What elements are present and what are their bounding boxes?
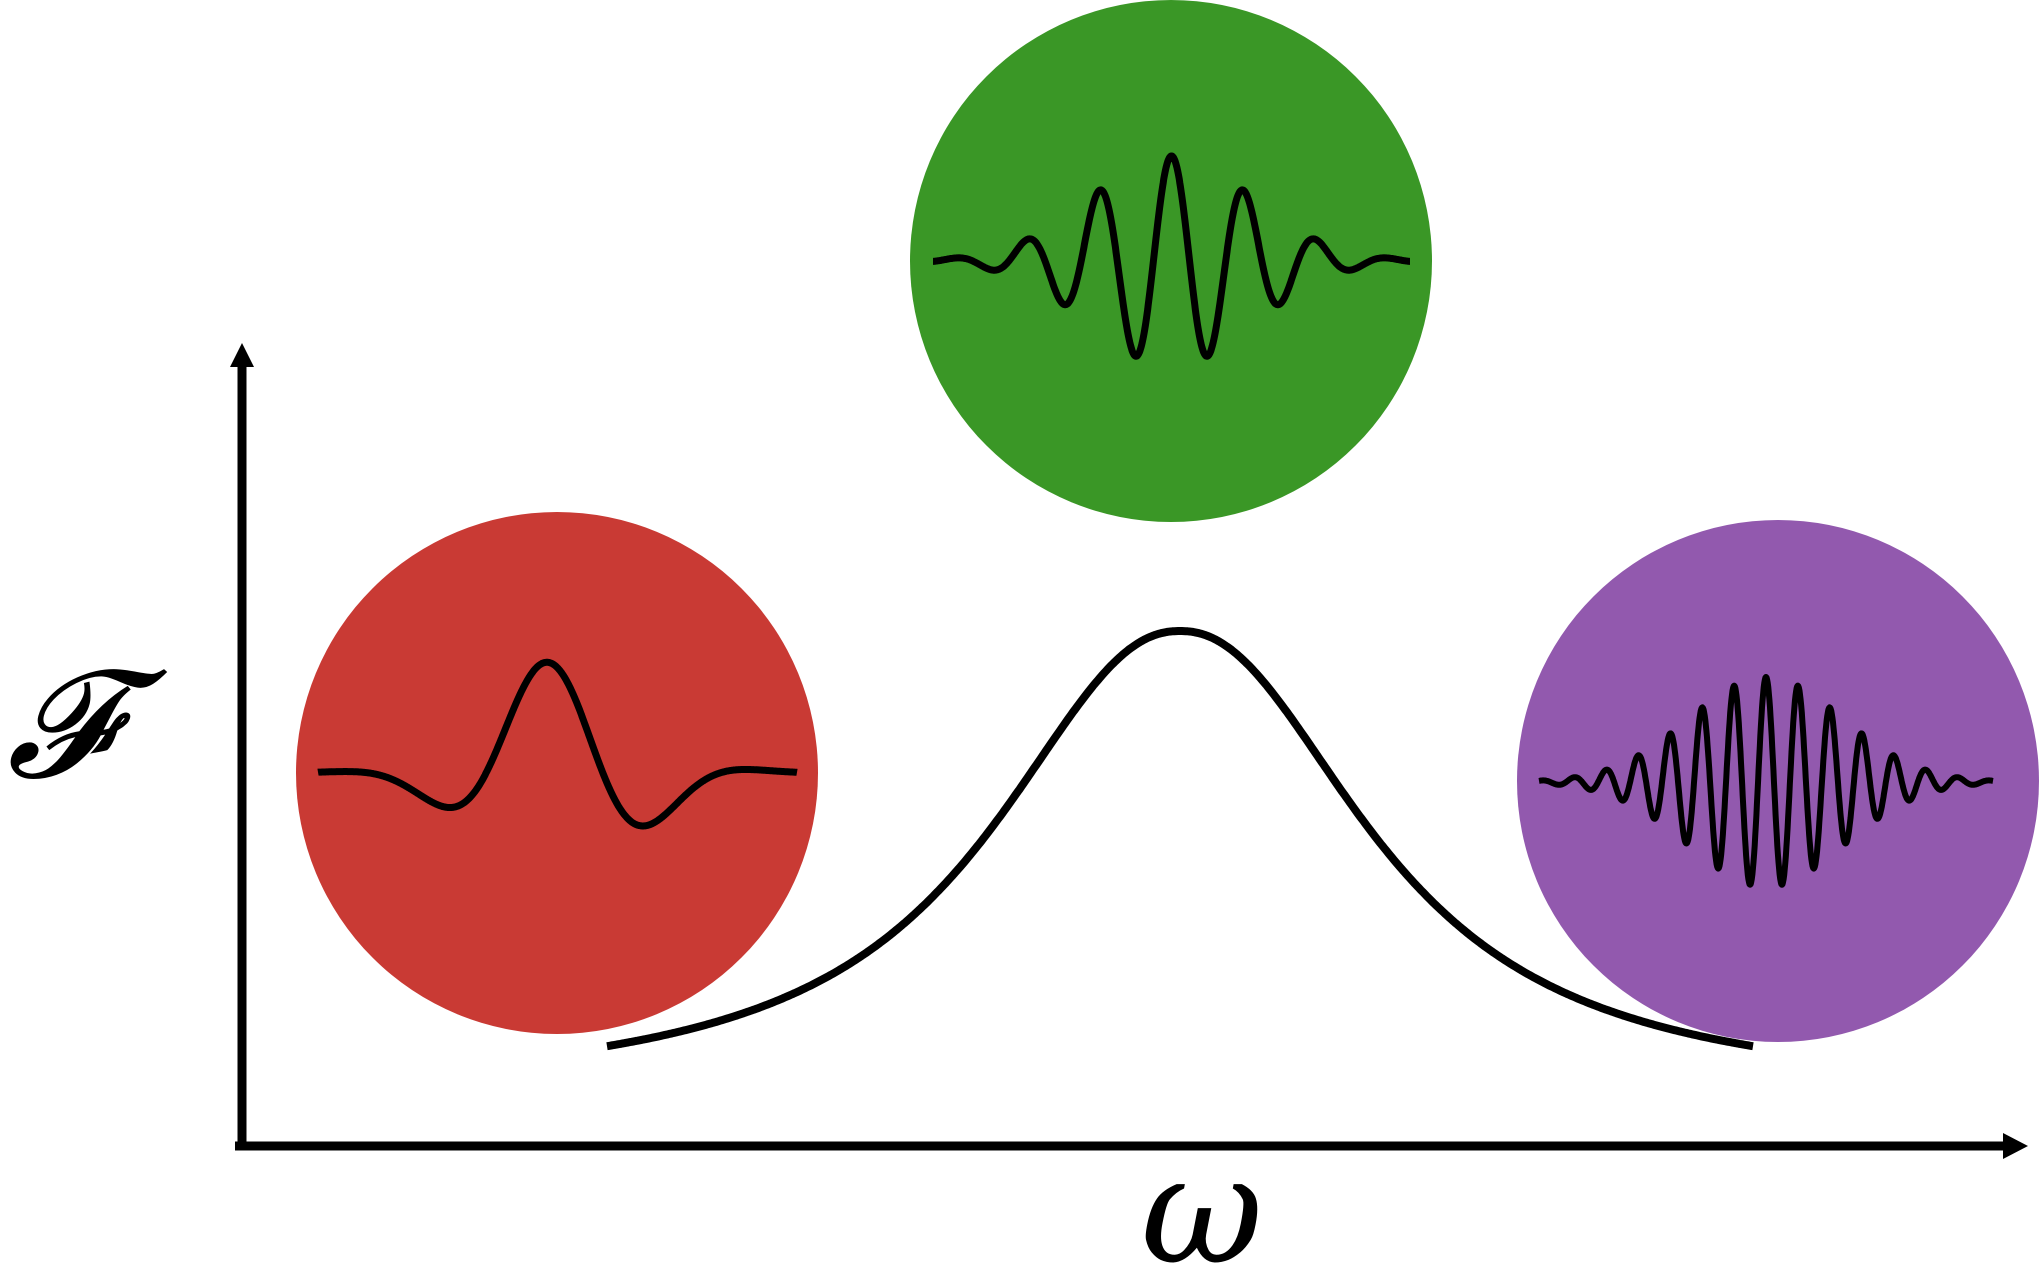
high-frequency-circle <box>1517 520 2039 1042</box>
mid-frequency-wave-packet <box>930 152 1413 360</box>
low-frequency-wave-packet <box>315 658 800 830</box>
mid-frequency-circle <box>910 0 1432 522</box>
high-frequency-wave-packet <box>1536 674 1996 888</box>
spectrum-curve <box>604 627 1756 1051</box>
low-frequency-circle <box>296 512 818 1034</box>
x-axis-label: ω <box>1141 1124 1263 1266</box>
y-axis-arrowhead <box>230 343 254 367</box>
y-axis-label: 𝓕 <box>7 638 168 812</box>
x-axis-arrowhead <box>2003 1133 2028 1159</box>
